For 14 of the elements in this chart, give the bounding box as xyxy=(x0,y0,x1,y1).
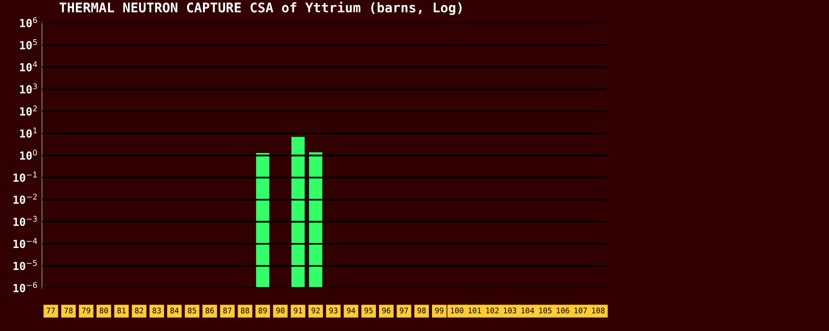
y-tick-label: 10$^{−4}$ xyxy=(14,238,38,248)
y-tick-label: 10$^{−1}$ xyxy=(14,172,37,182)
y-tick-label: 10$^{1}$ xyxy=(20,128,37,138)
y-tick-label: 10$^{3}$ xyxy=(20,83,37,94)
y-tick-label: 10$^{2}$ xyxy=(20,105,37,116)
y-tick-label: 10$^{−2}$ xyxy=(14,194,37,204)
y-tick-label: 10$^{4}$ xyxy=(20,61,38,72)
y-tick-label: 10$^{−3}$ xyxy=(14,216,37,226)
y-tick-label: 10$^{5}$ xyxy=(20,39,37,50)
y-tick-label: 10$^{6}$ xyxy=(20,17,37,28)
chart-title: THERMAL NEUTRON CAPTURE CSA of Yttrium (barns, Log) xyxy=(60,2,462,16)
y-tick-label: 10$^{−6}$ xyxy=(14,282,37,292)
y-tick-label: 10$^{−5}$ xyxy=(14,260,37,270)
y-tick-label: 10$^{0}$ xyxy=(20,150,37,160)
